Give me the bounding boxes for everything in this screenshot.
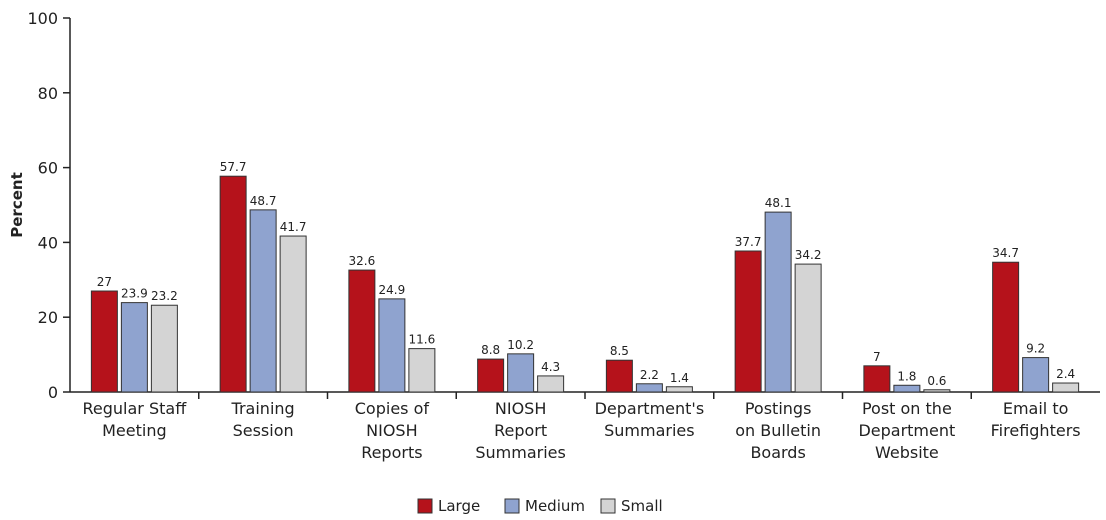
value-label: 1.4 xyxy=(670,371,689,385)
bar xyxy=(764,211,792,393)
bar xyxy=(893,384,921,393)
bar xyxy=(734,250,762,393)
y-tick-label: 40 xyxy=(38,233,58,252)
value-label: 11.6 xyxy=(409,333,436,347)
bar xyxy=(378,298,406,393)
bar xyxy=(348,269,376,393)
bar xyxy=(794,263,822,393)
legend-swatch xyxy=(600,498,616,514)
value-label: 27 xyxy=(97,275,112,289)
y-tick-label: 20 xyxy=(38,308,58,327)
bar xyxy=(923,389,951,393)
y-axis-label: Percent xyxy=(8,172,26,237)
x-tick-label: Department's Summaries xyxy=(595,399,705,440)
y-tick-label: 0 xyxy=(48,383,58,402)
bar xyxy=(605,359,633,393)
bar xyxy=(120,302,148,393)
bar xyxy=(477,358,505,393)
value-label: 2.2 xyxy=(640,368,659,382)
value-label: 2.4 xyxy=(1056,367,1075,381)
value-label: 57.7 xyxy=(220,160,247,174)
bar xyxy=(635,383,663,393)
value-label: 41.7 xyxy=(280,220,307,234)
bar xyxy=(507,353,535,393)
x-tick-label: Postings on Bulletin Boards xyxy=(735,399,821,462)
value-label: 4.3 xyxy=(541,360,560,374)
x-tick-label: Training Session xyxy=(231,399,295,440)
value-label: 24.9 xyxy=(379,283,406,297)
value-label: 0.6 xyxy=(927,374,946,388)
bar xyxy=(90,290,118,393)
legend-swatch xyxy=(417,498,433,514)
value-label: 8.8 xyxy=(481,343,500,357)
value-label: 23.2 xyxy=(151,289,178,303)
legend-label: Small xyxy=(621,497,663,515)
value-label: 10.2 xyxy=(507,338,534,352)
value-label: 34.7 xyxy=(992,246,1019,260)
value-label: 8.5 xyxy=(610,344,629,358)
bar xyxy=(665,386,693,393)
bar xyxy=(279,235,307,393)
x-tick-label: NIOSH Report Summaries xyxy=(475,399,565,462)
value-label: 1.8 xyxy=(897,369,916,383)
bar xyxy=(1022,357,1050,393)
value-label: 48.1 xyxy=(765,196,792,210)
legend-swatch xyxy=(504,498,520,514)
value-label: 32.6 xyxy=(349,254,376,268)
x-tick-label: Post on the Department Website xyxy=(858,399,955,462)
bar xyxy=(537,375,565,393)
y-tick-label: 60 xyxy=(38,159,58,178)
x-tick-label: Email to Firefighters xyxy=(991,399,1081,440)
bar xyxy=(863,365,891,393)
bar xyxy=(150,304,178,393)
x-tick-label: Copies of NIOSH Reports xyxy=(355,399,430,462)
legend-label: Large xyxy=(438,497,480,515)
y-tick-label: 80 xyxy=(38,84,58,103)
bar xyxy=(249,209,277,393)
value-label: 48.7 xyxy=(250,194,277,208)
bar xyxy=(408,348,436,393)
value-label: 7 xyxy=(873,350,881,364)
y-tick-label: 100 xyxy=(27,9,58,28)
value-label: 34.2 xyxy=(795,248,822,262)
value-label: 37.7 xyxy=(735,235,762,249)
bar xyxy=(219,175,247,393)
bar xyxy=(1052,382,1080,393)
x-tick-label: Regular Staff Meeting xyxy=(83,399,188,440)
legend-label: Medium xyxy=(525,497,585,515)
value-label: 23.9 xyxy=(121,287,148,301)
value-label: 9.2 xyxy=(1026,342,1045,356)
bar xyxy=(992,261,1020,393)
